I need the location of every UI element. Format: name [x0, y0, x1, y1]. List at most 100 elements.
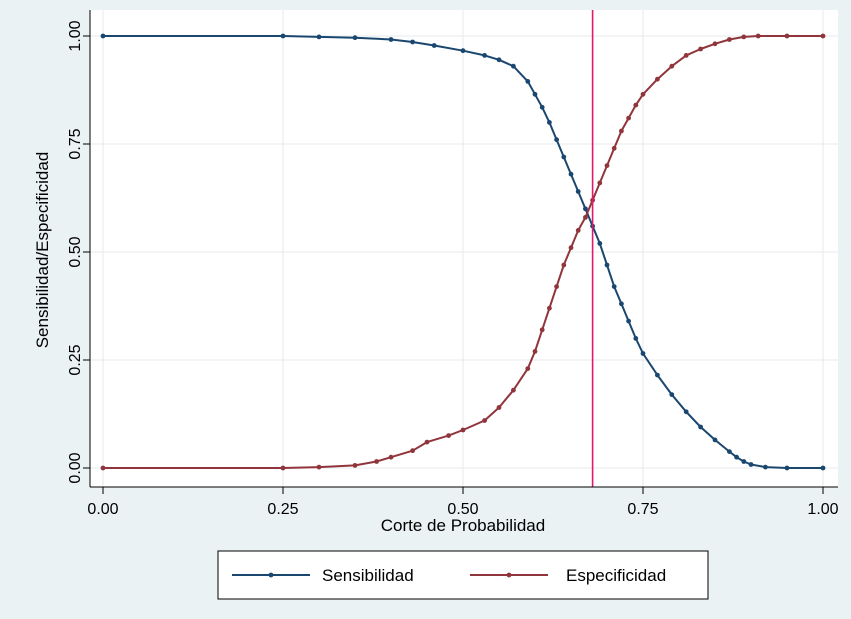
- data-point: [100, 33, 106, 39]
- data-point: [460, 427, 466, 433]
- x-tick-label: 0.75: [627, 501, 658, 518]
- legend-label: Sensibilidad: [322, 566, 414, 585]
- data-point: [100, 465, 106, 471]
- legend-marker: [268, 572, 274, 578]
- series-line: [103, 35, 823, 469]
- data-point: [316, 34, 322, 40]
- data-point: [597, 180, 603, 186]
- data-point: [532, 91, 538, 97]
- x-tick-label: 0.50: [447, 501, 478, 518]
- data-point: [561, 154, 567, 160]
- data-point: [727, 449, 732, 454]
- series-especificidad: [100, 33, 826, 471]
- data-point: [388, 454, 394, 460]
- y-axis-title: Sensibilidad/Especificidad: [33, 152, 52, 349]
- data-point: [525, 79, 531, 84]
- data-point: [280, 33, 286, 39]
- data-point: [640, 91, 646, 97]
- y-tick-label: 1.00: [67, 20, 84, 51]
- plot-area: [90, 10, 838, 487]
- data-point: [820, 33, 826, 39]
- data-point: [633, 102, 639, 108]
- data-point: [784, 33, 790, 39]
- data-point: [640, 351, 646, 356]
- data-point: [316, 464, 322, 470]
- data-point: [388, 37, 394, 42]
- legend-label: Especificidad: [566, 566, 666, 585]
- x-tick-label: 0.25: [267, 501, 298, 518]
- y-tick-label: 0.25: [67, 344, 84, 375]
- legend: Sensibilidad Especificidad: [232, 566, 666, 585]
- data-point: [352, 463, 358, 468]
- data-point: [583, 206, 588, 212]
- data-point: [561, 262, 567, 268]
- data-point: [525, 366, 531, 371]
- data-point: [374, 459, 379, 464]
- data-point: [712, 437, 718, 443]
- data-point: [655, 372, 660, 378]
- data-point: [669, 392, 675, 397]
- data-point: [655, 76, 660, 82]
- axis-ticks: 0.00 0.25 0.50 0.75 1.00 0.00 0.25 0.50 0.75 1.00: [67, 20, 838, 518]
- x-tick-label: 1.00: [807, 501, 838, 518]
- data-point: [460, 48, 466, 54]
- data-point: [547, 305, 552, 311]
- data-point: [511, 63, 516, 69]
- data-point: [410, 39, 415, 45]
- data-point: [698, 46, 703, 52]
- data-point: [410, 448, 415, 454]
- data-point: [763, 464, 768, 470]
- data-point: [619, 128, 624, 134]
- data-point: [496, 57, 502, 63]
- series-layer: [100, 33, 826, 471]
- data-point: [698, 424, 703, 430]
- data-point: [734, 454, 739, 460]
- data-point: [431, 43, 437, 48]
- data-point: [575, 189, 581, 194]
- data-point: [683, 53, 689, 58]
- data-point: [568, 245, 574, 251]
- data-point: [683, 409, 689, 415]
- data-point: [820, 465, 826, 471]
- data-point: [496, 405, 502, 410]
- data-point: [352, 35, 358, 41]
- data-point: [633, 336, 639, 341]
- data-point: [532, 349, 538, 354]
- data-point: [784, 465, 790, 471]
- y-tick-label: 0.50: [67, 236, 84, 267]
- data-point: [619, 301, 624, 307]
- data-point: [748, 462, 754, 467]
- data-point: [712, 41, 718, 47]
- data-point: [539, 104, 545, 110]
- data-point: [575, 228, 581, 233]
- data-point: [611, 284, 617, 289]
- series-line: [103, 35, 823, 469]
- data-point: [597, 241, 603, 246]
- data-point: [755, 33, 761, 39]
- data-point: [554, 137, 559, 143]
- y-tick-label: 0.75: [67, 128, 84, 159]
- data-point: [482, 53, 487, 58]
- data-point: [424, 439, 430, 445]
- y-tick-label: 0.00: [67, 452, 84, 483]
- data-point: [727, 37, 732, 42]
- data-point: [568, 171, 574, 177]
- data-point: [547, 120, 552, 125]
- x-tick-label: 0.00: [87, 501, 118, 518]
- legend-item-sensibilidad: Sensibilidad: [232, 566, 414, 585]
- x-axis-title: Corte de Probabilidad: [381, 516, 545, 535]
- data-point: [511, 387, 516, 393]
- data-point: [280, 465, 286, 471]
- data-point: [583, 215, 588, 220]
- series-sensibilidad: [100, 33, 826, 471]
- data-point: [539, 327, 545, 333]
- data-point: [741, 459, 747, 464]
- data-point: [669, 63, 675, 69]
- data-point: [482, 418, 487, 423]
- data-point: [626, 318, 631, 324]
- data-point: [604, 163, 610, 169]
- data-point: [611, 145, 617, 151]
- legend-item-especificidad: Especificidad: [470, 566, 666, 585]
- legend-marker: [506, 572, 512, 578]
